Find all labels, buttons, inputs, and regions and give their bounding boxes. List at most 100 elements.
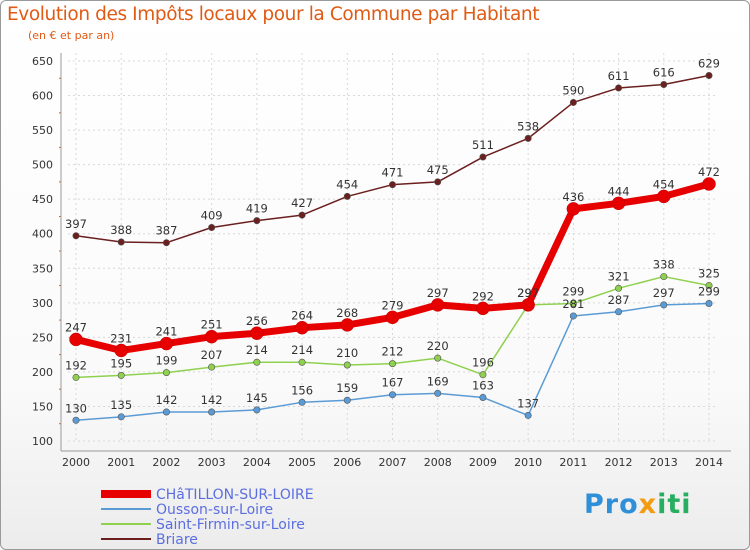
x-tick-label: 2010	[514, 456, 542, 469]
data-point	[208, 408, 216, 416]
data-point	[615, 284, 623, 292]
data-label: 268	[336, 306, 358, 320]
data-label: 196	[472, 356, 494, 370]
data-point	[298, 211, 306, 219]
data-point	[253, 358, 261, 366]
data-point	[298, 358, 306, 366]
data-point	[479, 393, 487, 401]
data-point	[479, 153, 487, 161]
data-point	[253, 406, 261, 414]
data-point	[72, 232, 80, 240]
data-label: 387	[155, 224, 177, 238]
data-label: 590	[562, 83, 584, 97]
data-label: 195	[110, 356, 132, 370]
chart-title: Evolution des Impôts locaux pour la Comm…	[7, 4, 540, 25]
data-point	[388, 391, 396, 399]
data-label: 135	[110, 398, 132, 412]
y-tick-label: 200	[32, 366, 53, 379]
data-label: 163	[472, 378, 494, 392]
data-point	[298, 398, 306, 406]
data-point	[117, 413, 125, 421]
proxiti-logo: Proxiti	[584, 489, 692, 520]
x-tick-label: 2009	[469, 456, 497, 469]
data-label: 444	[608, 184, 630, 198]
data-point	[388, 181, 396, 189]
data-label: 409	[201, 209, 223, 223]
data-point	[524, 411, 532, 419]
data-point	[569, 312, 577, 320]
data-label: 427	[291, 196, 313, 210]
data-label: 297	[517, 286, 539, 300]
chart-subtitle: (en € et par an)	[28, 29, 115, 42]
data-label: 251	[201, 318, 223, 332]
data-point	[385, 310, 400, 325]
data-label: 472	[698, 165, 720, 179]
data-label: 538	[517, 119, 539, 133]
data-point	[566, 202, 581, 216]
data-label: 212	[382, 345, 404, 359]
data-point	[521, 298, 535, 312]
y-tick-label: 550	[32, 124, 53, 137]
y-tick-label: 150	[32, 400, 53, 413]
data-label: 281	[562, 297, 584, 311]
data-point	[434, 389, 442, 397]
data-label: 169	[427, 374, 449, 388]
x-tick-label: 2002	[152, 456, 180, 469]
data-point	[69, 332, 83, 347]
legend-label: Saint-Firmin-sur-Loire	[156, 517, 305, 533]
x-tick-label: 2001	[107, 456, 135, 469]
data-point	[343, 192, 351, 200]
data-label: 247	[65, 320, 87, 334]
data-point	[657, 189, 671, 204]
data-label: 292	[472, 289, 494, 303]
data-point	[162, 369, 170, 377]
data-label: 475	[427, 163, 449, 177]
y-tick-label: 250	[32, 331, 53, 344]
data-label: 419	[246, 202, 268, 216]
data-point	[295, 320, 309, 335]
y-tick-label: 450	[32, 193, 53, 206]
data-point	[569, 300, 577, 308]
x-tick-label: 2005	[288, 456, 316, 469]
data-label: 321	[608, 269, 630, 283]
data-point	[343, 361, 351, 369]
y-tick-label: 400	[32, 228, 53, 241]
data-point	[114, 343, 128, 358]
data-label: 220	[427, 339, 449, 353]
x-tick-label: 2011	[559, 456, 587, 469]
data-label: 338	[653, 258, 675, 272]
data-label: 167	[382, 376, 404, 390]
x-tick-label: 2004	[243, 456, 271, 469]
data-label: 325	[698, 267, 720, 281]
data-label: 299	[698, 285, 720, 299]
data-point	[162, 408, 170, 416]
data-point	[340, 318, 355, 332]
data-label: 156	[291, 383, 313, 397]
data-label: 471	[382, 166, 404, 180]
data-label: 454	[653, 177, 675, 191]
data-point	[253, 217, 261, 225]
logo-part-3: iti	[657, 489, 692, 520]
data-label: 287	[608, 293, 630, 307]
x-tick-label: 2003	[198, 456, 226, 469]
data-label: 256	[246, 314, 268, 328]
data-point	[569, 98, 577, 106]
data-label: 511	[472, 138, 494, 152]
data-point	[705, 282, 713, 290]
logo-part-2: x	[638, 489, 658, 520]
data-point	[434, 354, 442, 362]
data-label: 616	[653, 65, 675, 79]
data-label: 214	[291, 343, 313, 357]
data-label: 214	[246, 343, 268, 357]
x-tick-label: 2008	[424, 456, 452, 469]
data-label: 264	[291, 309, 313, 323]
data-point	[434, 178, 442, 186]
x-tick-label: 2012	[605, 456, 633, 469]
data-label: 299	[562, 285, 584, 299]
data-point	[159, 336, 174, 351]
y-tick-label: 350	[32, 262, 53, 275]
data-point	[611, 196, 626, 211]
data-point	[343, 396, 351, 404]
